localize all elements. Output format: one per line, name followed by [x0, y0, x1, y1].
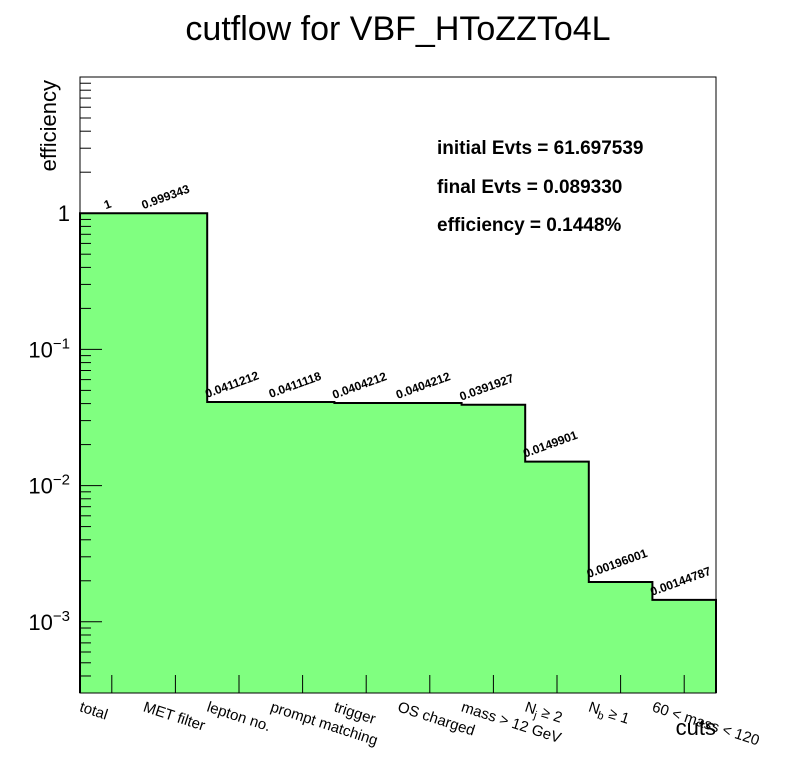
- y-tick-label-3: 10−3: [28, 608, 70, 635]
- x-category-label-2: lepton no.: [205, 699, 273, 736]
- data-value-label-4: 0.0404212: [330, 369, 388, 402]
- stats-final-events: final Evts = 0.089330: [437, 177, 622, 198]
- data-value-label-1: 0.999343: [140, 182, 192, 212]
- x-category-label-7: Nj ≥ 2: [522, 699, 565, 730]
- bar-0: [80, 213, 145, 693]
- plot-frame: [79, 76, 717, 694]
- y-tick-label-0: 1: [58, 201, 70, 226]
- y-axis-title: efficiency: [36, 80, 61, 171]
- bar-5: [398, 402, 463, 693]
- x-category-label-1: MET filter: [141, 699, 207, 735]
- y-tick-label-2: 10−2: [28, 472, 70, 499]
- data-value-label-0: 1: [102, 196, 113, 212]
- stats-efficiency: efficiency = 0.1448%: [437, 215, 621, 236]
- chart-title: cutflow for VBF_HToZZTo4L: [185, 10, 610, 48]
- data-value-label-3: 0.0411118: [267, 369, 324, 401]
- bar-2: [207, 401, 272, 693]
- bar-6: [461, 404, 526, 693]
- x-axis-title: cuts: [676, 715, 716, 740]
- y-tick-label-1: 10−1: [28, 335, 70, 362]
- bar-1: [143, 213, 208, 693]
- x-category-label-8: Nb ≥ 1: [585, 699, 631, 731]
- bar-3: [270, 401, 335, 693]
- stats-initial-events: initial Evts = 61.697539: [437, 138, 644, 159]
- data-value-label-6: 0.0391927: [458, 371, 516, 404]
- stats-box: initial Evts = 61.697539 final Evts = 0.…: [437, 138, 644, 236]
- data-value-label-7: 0.0149901: [521, 428, 579, 461]
- data-value-label-2: 0.0411212: [203, 368, 261, 400]
- data-value-label-9: 0.00144787: [648, 564, 713, 599]
- data-value-label-5: 0.0404212: [394, 369, 452, 402]
- bar-4: [334, 402, 399, 693]
- histogram-outline: [79, 212, 717, 693]
- data-value-label-8: 0.00196001: [585, 546, 650, 581]
- bar-8: [588, 581, 653, 693]
- bar-7: [525, 461, 590, 693]
- x-category-label-0: total: [78, 699, 110, 724]
